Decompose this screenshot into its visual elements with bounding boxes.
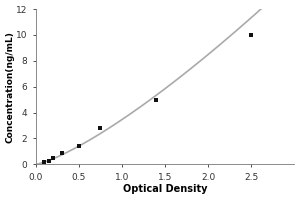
Point — [46, 159, 51, 163]
Point — [51, 156, 56, 159]
Point — [76, 145, 81, 148]
Point — [98, 127, 103, 130]
Point — [42, 161, 47, 164]
Y-axis label: Concentration(ng/mL): Concentration(ng/mL) — [6, 31, 15, 143]
Point — [59, 151, 64, 154]
Point — [249, 33, 254, 37]
X-axis label: Optical Density: Optical Density — [123, 184, 207, 194]
Point — [154, 98, 159, 101]
